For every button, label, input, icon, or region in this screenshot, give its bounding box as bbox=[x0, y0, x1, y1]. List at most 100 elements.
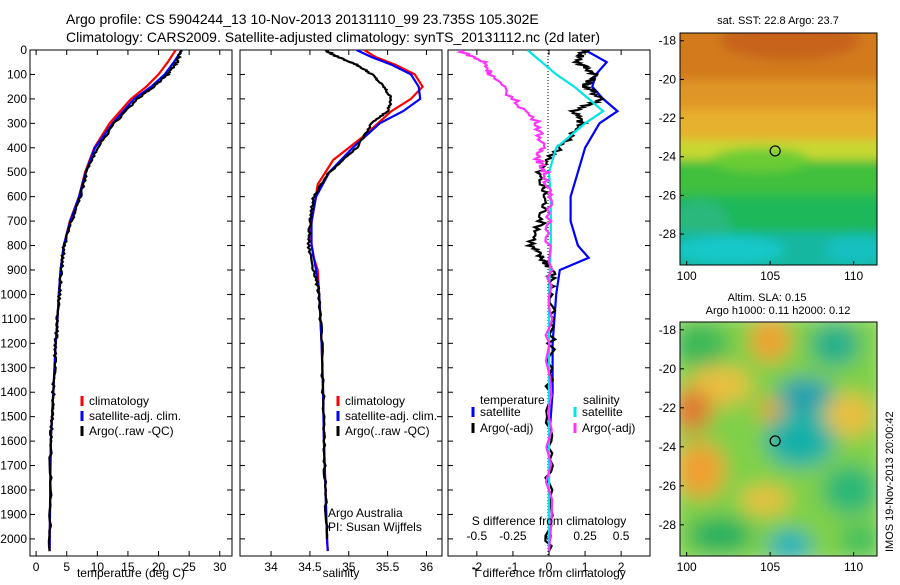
difference-legend: temperature salinity satellite Argo(-adj… bbox=[471, 393, 635, 435]
figure-title-line2: Climatology: CARS2009. Satellite-adjuste… bbox=[66, 29, 600, 45]
sst-field bbox=[680, 33, 877, 265]
x-tick-label: -1 bbox=[508, 560, 519, 574]
y-tick-label: 1800 bbox=[0, 483, 27, 497]
temperature-ticks: 0 5 10 15 20 25 300100200300400500600700800900… bbox=[0, 43, 232, 574]
salinity-lines bbox=[306, 50, 424, 552]
argo-location-marker bbox=[769, 145, 781, 157]
y-tick-label: 1300 bbox=[0, 361, 27, 375]
y-tick-label: 600 bbox=[7, 190, 27, 204]
legend-temperature-title: temperature bbox=[480, 393, 545, 407]
x-tick-label: 5 bbox=[63, 560, 70, 574]
map-x-tick-label: 100 bbox=[677, 560, 697, 574]
y-tick-label: 1500 bbox=[0, 410, 27, 424]
y-tick-label: 0 bbox=[20, 43, 27, 57]
x-tick-label: 36 bbox=[420, 560, 434, 574]
sla-map-title2: Argo h1000: 0.11 h2000: 0.12 bbox=[706, 305, 851, 317]
legend-label-temp-argo: Argo(-adj) bbox=[480, 421, 533, 435]
x-tick-label: 35 bbox=[342, 560, 356, 574]
series-line-2 bbox=[526, 50, 605, 552]
y-tick-label: 1700 bbox=[0, 459, 27, 473]
y-tick-label: 500 bbox=[7, 165, 27, 179]
map-y-tick-label: -22 bbox=[659, 401, 677, 415]
map-y-tick-label: -26 bbox=[659, 479, 677, 493]
map-y-tick-label: -18 bbox=[659, 323, 677, 337]
legend-label-climatology: climatology bbox=[345, 394, 405, 408]
temperature-legend: climatology satellite-adj. clim. Argo(..… bbox=[80, 394, 181, 438]
salinity-panel: 34 34.5 35 35.5 36 climatology satellite-adj… bbox=[239, 49, 443, 580]
y-tick-label: 1400 bbox=[0, 385, 27, 399]
x-tick-label: 35.5 bbox=[376, 560, 400, 574]
difference-panel: -2 -1 0 1 2-0.5 -0.25 0 0.25 0.5 temperature sal… bbox=[447, 49, 651, 580]
series-line-3 bbox=[456, 50, 554, 552]
map-y-tick-label: -20 bbox=[659, 362, 677, 376]
y-tick-label: 100 bbox=[7, 67, 27, 81]
y-tick-label: 1200 bbox=[0, 336, 27, 350]
y-tick-label: 1100 bbox=[1, 312, 27, 326]
t-difference-xlabel: T difference from climatology bbox=[472, 566, 626, 580]
difference-lines bbox=[456, 50, 620, 552]
sla-field bbox=[680, 322, 877, 556]
x-tick-label: 15 bbox=[121, 560, 135, 574]
sst-map-frame bbox=[679, 32, 878, 266]
salinity-ticks: 34 34.5 35 35.5 36 bbox=[240, 49, 442, 574]
s-tick-label: 0.5 bbox=[613, 529, 630, 543]
salinity-legend: climatology satellite-adj. clim. Argo(..… bbox=[336, 394, 437, 438]
temperature-axes-frame bbox=[29, 49, 233, 557]
map-x-tick-label: 110 bbox=[844, 560, 863, 574]
legend-salinity-title: salinity bbox=[583, 393, 620, 407]
sla-map-frame bbox=[679, 321, 878, 557]
x-tick-label: 1 bbox=[582, 560, 589, 574]
y-tick-label: 300 bbox=[7, 116, 27, 130]
s-tick-label: -0.5 bbox=[467, 529, 488, 543]
map-x-tick-label: 100 bbox=[677, 269, 697, 283]
legend-label-climatology: climatology bbox=[89, 394, 149, 408]
x-tick-label: 10 bbox=[91, 560, 105, 574]
y-tick-label: 200 bbox=[7, 92, 27, 106]
sla-map-title1: Altim. SLA: 0.15 bbox=[728, 292, 807, 304]
x-tick-label: 34 bbox=[264, 560, 278, 574]
temperature-xlabel: temperature (deg C) bbox=[77, 566, 185, 580]
map-y-tick-label: -18 bbox=[659, 34, 677, 48]
salinity-xlabel: salinity bbox=[323, 566, 360, 580]
x-tick-label: 25 bbox=[182, 560, 196, 574]
credit-line2: PI: Susan Wijffels bbox=[328, 520, 422, 534]
legend-label-sal-satellite: satellite bbox=[582, 405, 623, 419]
figure-title-line1: Argo profile: CS 5904244_13 10-Nov-2013 … bbox=[66, 11, 539, 27]
legend-label-satellite: satellite-adj. clim. bbox=[89, 409, 181, 423]
x-tick-label: 0 bbox=[33, 560, 40, 574]
s-tick-label: -0.25 bbox=[499, 529, 527, 543]
y-tick-label: 1600 bbox=[0, 434, 27, 448]
map-y-tick-label: -28 bbox=[659, 227, 677, 241]
legend-label-sal-argo: Argo(-adj) bbox=[582, 421, 635, 435]
sla-map: Altim. SLA: 0.15 Argo h1000: 0.11 h2000:… bbox=[659, 292, 878, 574]
series-line-2 bbox=[47, 50, 183, 552]
map-y-tick-label: -20 bbox=[659, 72, 677, 86]
map-x-tick-label: 105 bbox=[760, 269, 780, 283]
s-tick-label: 0.25 bbox=[573, 529, 597, 543]
x-tick-label: 0 bbox=[546, 560, 553, 574]
series-line-1 bbox=[523, 50, 606, 552]
y-tick-label: 2000 bbox=[0, 532, 27, 546]
y-tick-label: 400 bbox=[7, 141, 27, 155]
legend-label-argo: Argo(..raw -QC) bbox=[89, 424, 174, 438]
legend-label-satellite: satellite-adj. clim. bbox=[345, 409, 437, 423]
x-tick-label: -2 bbox=[472, 560, 483, 574]
map-y-tick-label: -22 bbox=[659, 111, 677, 125]
map-y-tick-label: -24 bbox=[659, 150, 677, 164]
temperature-panel: 0 5 10 15 20 25 300100200300400500600700800900… bbox=[0, 43, 233, 580]
argo-location-marker bbox=[769, 435, 781, 447]
salinity-axes-frame bbox=[239, 49, 443, 557]
imos-timestamp: IMOS 19-Nov-2013 20:00:42 bbox=[884, 411, 896, 552]
y-tick-label: 700 bbox=[7, 214, 27, 228]
map-y-tick-label: -28 bbox=[659, 518, 677, 532]
legend-label-temp-satellite: satellite bbox=[480, 405, 521, 419]
map-y-tick-label: -26 bbox=[659, 188, 677, 202]
y-tick-label: 800 bbox=[7, 239, 27, 253]
x-tick-label: 30 bbox=[213, 560, 227, 574]
series-line-2 bbox=[306, 50, 393, 539]
sst-map-ticks: 100 105 110 -18 -20 -22 -24 -26 -28 bbox=[659, 34, 864, 283]
map-x-tick-label: 105 bbox=[760, 560, 780, 574]
x-tick-label: 20 bbox=[152, 560, 166, 574]
